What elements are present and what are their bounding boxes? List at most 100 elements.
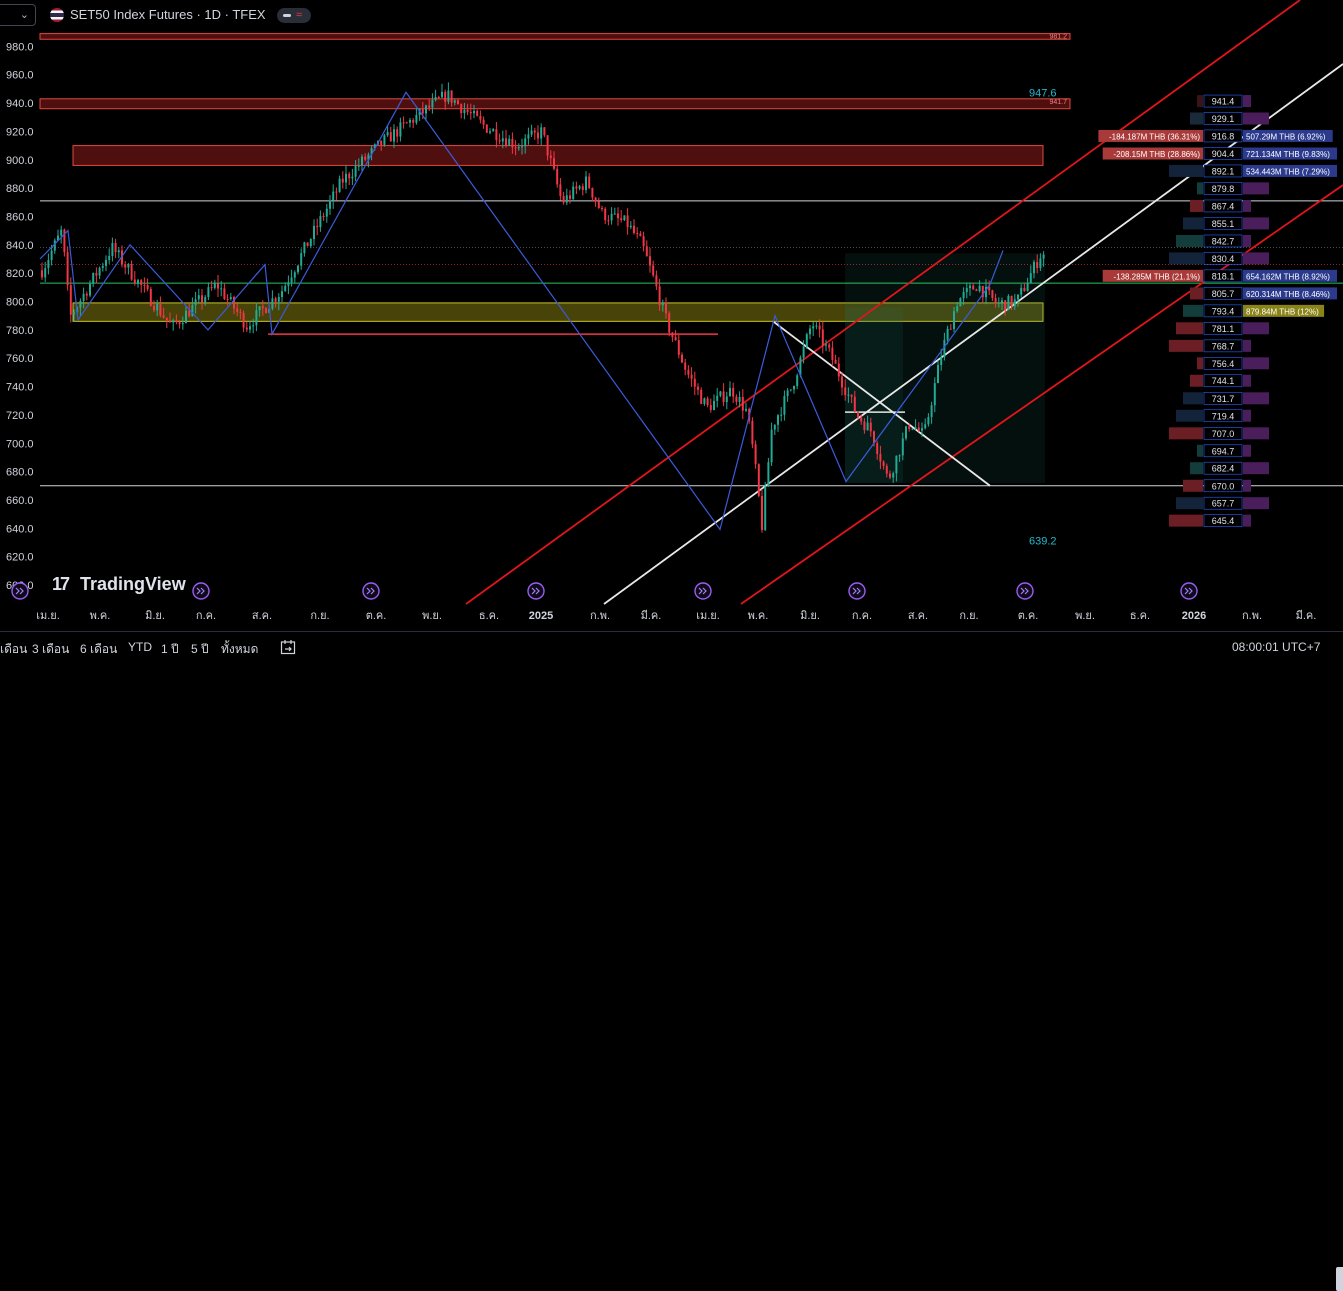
candle-body	[661, 302, 664, 306]
candle-body	[786, 390, 789, 397]
candle-body	[940, 357, 943, 366]
candle-body	[210, 287, 213, 289]
range-5y[interactable]: 5 ปี	[191, 642, 209, 656]
range-ytd[interactable]: YTD	[128, 640, 152, 654]
candle-body	[610, 213, 613, 221]
candle-body	[994, 298, 997, 304]
candle-body	[1036, 261, 1039, 269]
candle-body	[425, 105, 427, 114]
candle-body	[623, 215, 626, 221]
x-tick-label: ส.ค.	[252, 610, 272, 622]
y-tick-label: 860.0	[6, 211, 34, 223]
candle-body	[911, 428, 914, 430]
candle-body	[1023, 287, 1026, 291]
price-cell	[1203, 112, 1243, 125]
x-tick-label: ต.ค.	[1018, 610, 1039, 622]
candle-body	[943, 339, 946, 358]
candle-body	[703, 398, 706, 404]
volume-price: 768.7	[1212, 341, 1235, 351]
watermark-text: TradingView	[80, 574, 186, 594]
candle-body	[197, 295, 200, 300]
candle-body	[898, 455, 901, 457]
price-cell	[1203, 217, 1243, 230]
volume-price: 793.4	[1212, 306, 1235, 316]
symbol-title[interactable]: SET50 Index Futures · 1D · TFEX	[70, 7, 266, 22]
candle-body	[137, 280, 139, 284]
channel-red-0	[465, 0, 1301, 605]
candle-body	[421, 108, 424, 114]
candle-body	[677, 340, 680, 355]
candle-body	[393, 129, 395, 142]
candle-body	[949, 328, 952, 330]
candle-body	[719, 391, 722, 396]
zone-label: 981.2	[1049, 34, 1067, 41]
price-cell	[1203, 479, 1243, 493]
candle-body	[751, 420, 754, 445]
candle-body	[681, 354, 683, 363]
candle-body	[933, 383, 936, 406]
candle-body	[873, 431, 875, 444]
candle-body	[978, 285, 981, 291]
candle-body	[585, 176, 587, 190]
utc-clock[interactable]: 08:00:01 UTC+7	[1232, 640, 1321, 654]
candle-body	[962, 292, 965, 299]
volume-bar-buy	[1243, 95, 1251, 108]
volume-bar-buy	[1243, 269, 1337, 282]
zone-label: 941.7	[1049, 99, 1067, 106]
candle-body	[114, 243, 117, 253]
range-1y[interactable]: 1 ปี	[161, 642, 179, 656]
candle-body	[146, 285, 149, 289]
candle-body	[687, 369, 690, 375]
volume-bar-sell	[1197, 444, 1203, 457]
candle-body	[981, 285, 984, 298]
candle-body	[530, 130, 533, 135]
chevron-down-icon[interactable]: ⌄	[0, 4, 36, 26]
y-tick-label: 740.0	[6, 382, 34, 394]
panel-toggle[interactable]	[1336, 1267, 1343, 1291]
volume-row: 670.0	[1183, 479, 1251, 493]
volume-price: 682.4	[1212, 464, 1235, 474]
goto-date-icon[interactable]	[280, 639, 296, 655]
candle-body	[729, 387, 731, 397]
candle-body	[831, 347, 834, 360]
candle-body	[473, 110, 475, 114]
range-1m[interactable]: เดือน	[0, 642, 28, 656]
volume-bar-buy	[1243, 234, 1251, 247]
range-6m[interactable]: 6 เดือน	[80, 642, 118, 656]
candle-body	[946, 328, 949, 340]
position-box-entry	[845, 307, 903, 483]
volume-row: 744.1	[1190, 374, 1251, 388]
candle-body	[901, 438, 904, 456]
price-cell	[1203, 427, 1243, 440]
x-tick-label: ต.ค.	[366, 610, 387, 622]
candle-body	[722, 391, 725, 403]
candle-body	[613, 213, 616, 215]
volume-price: 916.8	[1212, 131, 1235, 141]
thailand-flag-icon	[50, 8, 64, 22]
y-tick-label: 840.0	[6, 240, 34, 252]
event-marker-arrows	[196, 587, 205, 595]
candle-body	[818, 325, 821, 330]
candle-body	[469, 111, 472, 114]
candle-body	[709, 405, 712, 411]
x-tick-label: พ.ย.	[1075, 610, 1095, 622]
y-tick-label: 620.0	[6, 552, 34, 564]
price-cell	[1203, 444, 1243, 458]
range-all[interactable]: ทั้งหมด	[221, 642, 259, 656]
range-3m[interactable]: 3 เดือน	[32, 642, 70, 656]
candle-body	[428, 105, 431, 108]
candle-body	[847, 394, 850, 396]
candle-body	[540, 127, 543, 139]
candle-body	[937, 365, 939, 384]
volume-row: 842.7	[1176, 234, 1251, 248]
event-marker-ring	[694, 582, 712, 600]
volume-bar-sell	[1176, 497, 1203, 510]
candle-body	[697, 386, 699, 390]
zone-resistance-2	[72, 145, 1044, 166]
candle-body	[914, 427, 917, 429]
candle-body	[226, 298, 229, 300]
event-marker-ring	[192, 582, 210, 600]
market-status-icon[interactable]: ≈	[277, 8, 311, 23]
candle-body	[444, 91, 447, 102]
